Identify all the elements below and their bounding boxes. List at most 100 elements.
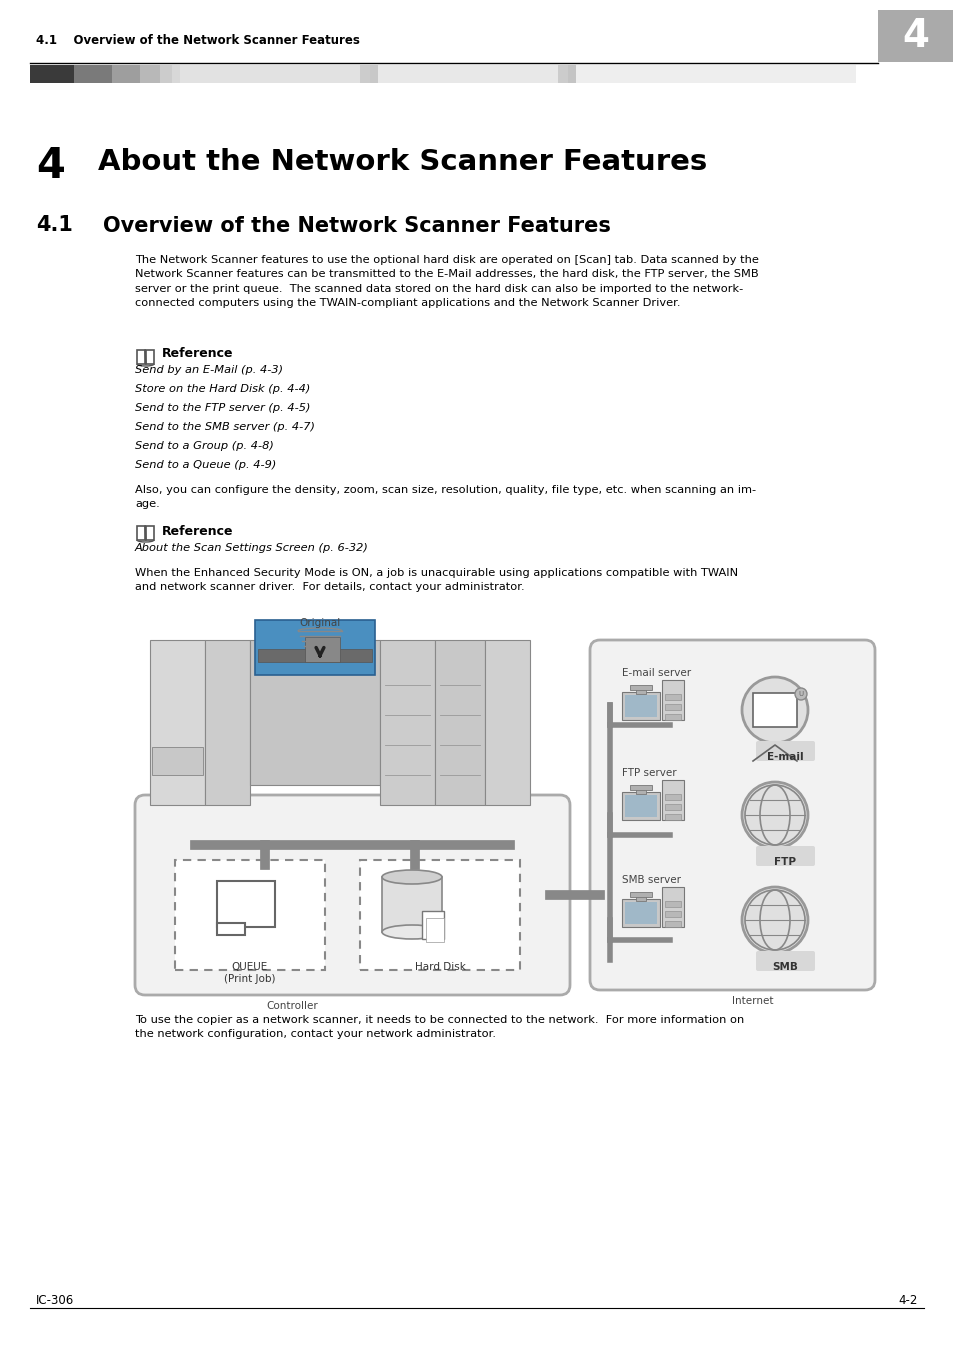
- Bar: [370, 65, 377, 82]
- Bar: [664, 714, 680, 720]
- Bar: [664, 694, 680, 701]
- FancyBboxPatch shape: [137, 526, 145, 540]
- Bar: [381, 878, 441, 931]
- Text: 4-2: 4-2: [898, 1295, 917, 1307]
- Bar: [621, 899, 659, 927]
- Bar: [74, 65, 112, 82]
- Bar: [567, 65, 576, 82]
- Text: 4: 4: [902, 18, 928, 55]
- Text: QUEUE
(Print Job): QUEUE (Print Job): [224, 963, 275, 984]
- Circle shape: [741, 887, 807, 953]
- Text: Send by an E-Mail (p. 4-3): Send by an E-Mail (p. 4-3): [135, 364, 283, 375]
- Text: Internet: Internet: [731, 996, 773, 1006]
- FancyBboxPatch shape: [755, 741, 814, 761]
- FancyBboxPatch shape: [755, 846, 814, 865]
- FancyBboxPatch shape: [137, 350, 145, 365]
- Bar: [254, 620, 375, 675]
- Circle shape: [741, 676, 807, 743]
- Bar: [150, 640, 205, 805]
- Circle shape: [794, 688, 806, 701]
- Bar: [421, 911, 443, 940]
- Bar: [30, 65, 74, 82]
- FancyBboxPatch shape: [135, 795, 569, 995]
- Bar: [664, 911, 680, 917]
- Bar: [624, 902, 657, 923]
- FancyBboxPatch shape: [146, 526, 153, 540]
- FancyBboxPatch shape: [755, 950, 814, 971]
- Bar: [379, 640, 435, 805]
- Bar: [377, 65, 558, 82]
- Ellipse shape: [381, 925, 441, 940]
- Bar: [216, 882, 274, 927]
- Bar: [250, 640, 379, 784]
- Text: 4.1: 4.1: [36, 215, 72, 235]
- Text: Original: Original: [299, 618, 340, 628]
- Text: About the Network Scanner Features: About the Network Scanner Features: [98, 148, 706, 176]
- Text: IC-306: IC-306: [36, 1295, 74, 1307]
- Text: Send to a Queue (p. 4-9): Send to a Queue (p. 4-9): [135, 460, 276, 470]
- Text: 4.1    Overview of the Network Scanner Features: 4.1 Overview of the Network Scanner Feat…: [36, 34, 359, 46]
- Bar: [576, 65, 855, 82]
- Bar: [664, 703, 680, 710]
- Bar: [629, 784, 651, 790]
- Circle shape: [741, 782, 807, 848]
- Bar: [112, 65, 140, 82]
- Bar: [140, 65, 160, 82]
- Bar: [435, 640, 484, 805]
- Bar: [636, 788, 645, 794]
- Text: About the Scan Settings Screen (p. 6-32): About the Scan Settings Screen (p. 6-32): [135, 543, 369, 554]
- Text: Controller: Controller: [266, 1000, 318, 1011]
- Text: Overview of the Network Scanner Features: Overview of the Network Scanner Features: [103, 216, 610, 236]
- Bar: [359, 860, 519, 971]
- Bar: [664, 900, 680, 907]
- Text: FTP server: FTP server: [621, 768, 676, 778]
- Text: SMB: SMB: [771, 963, 797, 972]
- Bar: [664, 921, 680, 927]
- Bar: [664, 794, 680, 801]
- Bar: [216, 923, 245, 936]
- Bar: [426, 918, 443, 942]
- Bar: [664, 814, 680, 819]
- Text: The Network Scanner features to use the optional hard disk are operated on [Scan: The Network Scanner features to use the …: [135, 255, 758, 308]
- Text: Send to the FTP server (p. 4-5): Send to the FTP server (p. 4-5): [135, 404, 310, 413]
- Bar: [359, 65, 370, 82]
- Bar: [484, 640, 530, 805]
- Bar: [629, 892, 651, 896]
- Text: Reference: Reference: [162, 347, 233, 360]
- Text: Reference: Reference: [162, 525, 233, 539]
- FancyBboxPatch shape: [146, 350, 153, 365]
- Bar: [174, 860, 325, 971]
- Text: Send to the SMB server (p. 4-7): Send to the SMB server (p. 4-7): [135, 423, 314, 432]
- Text: Send to a Group (p. 4-8): Send to a Group (p. 4-8): [135, 441, 274, 451]
- Bar: [661, 680, 683, 720]
- Text: 4: 4: [36, 144, 65, 188]
- FancyBboxPatch shape: [589, 640, 874, 990]
- Text: Store on the Hard Disk (p. 4-4): Store on the Hard Disk (p. 4-4): [135, 383, 310, 394]
- Text: SMB server: SMB server: [621, 875, 680, 886]
- Text: Also, you can configure the density, zoom, scan size, resolution, quality, file : Also, you can configure the density, zoo…: [135, 485, 756, 509]
- Bar: [661, 780, 683, 819]
- Bar: [180, 65, 359, 82]
- Bar: [624, 795, 657, 817]
- Bar: [661, 887, 683, 927]
- Text: When the Enhanced Security Mode is ON, a job is unacquirable using applications : When the Enhanced Security Mode is ON, a…: [135, 568, 738, 593]
- Text: U: U: [798, 691, 802, 697]
- Bar: [624, 695, 657, 717]
- Ellipse shape: [381, 869, 441, 884]
- Bar: [305, 637, 339, 662]
- Bar: [877, 9, 953, 62]
- Text: Hard Disk: Hard Disk: [415, 963, 465, 972]
- Bar: [160, 65, 172, 82]
- Text: E-mail server: E-mail server: [621, 668, 690, 678]
- Bar: [636, 895, 645, 900]
- Bar: [621, 693, 659, 720]
- Bar: [752, 693, 796, 728]
- Bar: [629, 684, 651, 690]
- Text: FTP: FTP: [773, 857, 795, 867]
- Bar: [636, 688, 645, 694]
- Text: To use the copier as a network scanner, it needs to be connected to the network.: To use the copier as a network scanner, …: [135, 1015, 743, 1040]
- Bar: [152, 747, 203, 775]
- Bar: [205, 640, 250, 805]
- Bar: [664, 805, 680, 810]
- Bar: [558, 65, 567, 82]
